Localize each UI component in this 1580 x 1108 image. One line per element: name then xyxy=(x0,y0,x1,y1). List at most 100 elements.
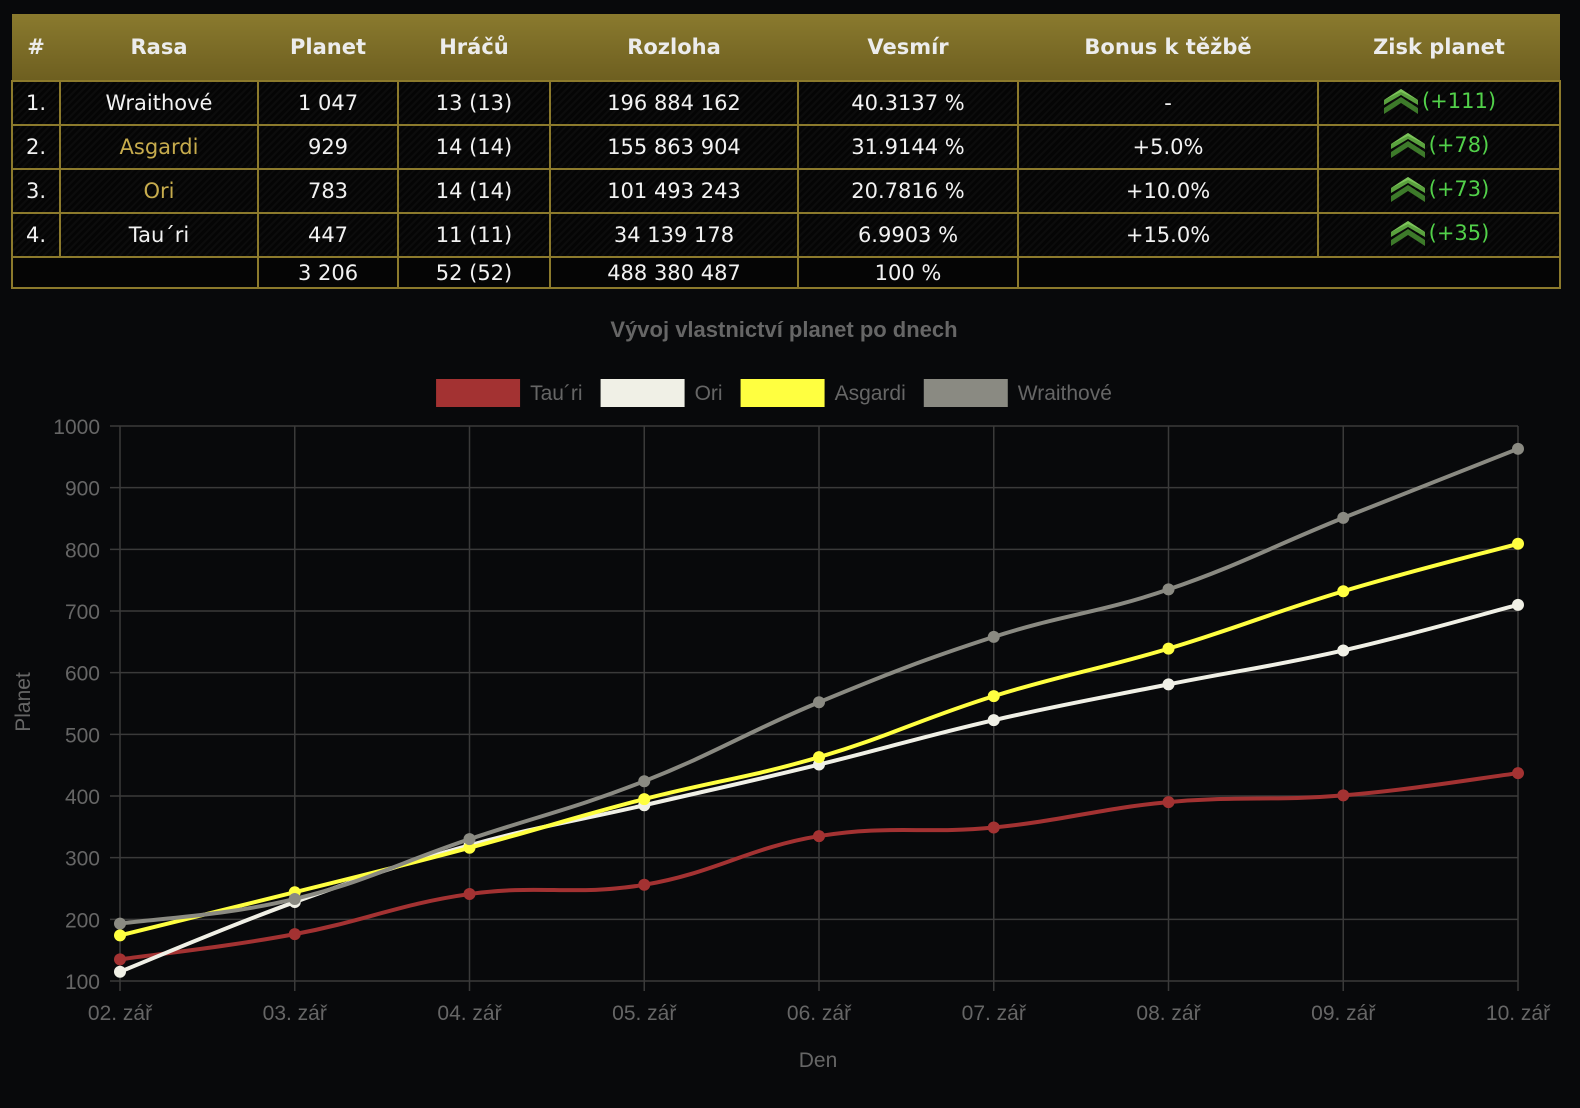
universe-cell: 20.7816 % xyxy=(797,168,1019,214)
x-axis-ticks: 02. zář 03. zář 04. zář 05. zář 06. zář 07. z… xyxy=(88,1002,1551,1025)
header-area[interactable]: Rozloha xyxy=(550,14,798,81)
x-tick-label: 06. zář xyxy=(787,1002,852,1025)
data-point[interactable] xyxy=(1512,537,1524,550)
legend-label: Asgardi xyxy=(835,382,906,405)
legend-item[interactable]: Asgardi xyxy=(740,379,906,407)
data-point[interactable] xyxy=(114,917,126,930)
legend-item[interactable]: Tau´ri xyxy=(436,379,583,407)
data-point[interactable] xyxy=(813,830,825,843)
rank-chevron-icon xyxy=(1382,86,1420,116)
universe-cell: 31.9144 % xyxy=(797,124,1019,170)
legend-swatch xyxy=(923,379,1008,407)
y-tick-label: 400 xyxy=(65,786,100,809)
y-axis-ticks: 100 200 300 400 500 600 700 800 900 1000 xyxy=(53,416,100,994)
legend-item[interactable]: Ori xyxy=(600,379,723,407)
total-row: 3 206 52 (52) 488 380 487 100 % xyxy=(11,256,1561,289)
data-point[interactable] xyxy=(1162,642,1175,655)
data-point[interactable] xyxy=(638,878,651,891)
planets-cell: 783 xyxy=(257,168,399,214)
y-tick-label: 700 xyxy=(65,601,100,624)
players-cell: 14 (14) xyxy=(397,124,551,170)
players-cell: 11 (11) xyxy=(397,212,551,258)
chart-legend: Tau´ri Ori Asgardi Wraithové xyxy=(436,379,1112,407)
data-point[interactable] xyxy=(1512,767,1524,780)
series-Wraithové xyxy=(114,442,1524,930)
header-planet-gain[interactable]: Zisk planet xyxy=(1318,14,1560,81)
legend-swatch xyxy=(436,379,521,407)
data-point[interactable] xyxy=(638,793,651,806)
data-point[interactable] xyxy=(1337,585,1350,598)
x-tick-label: 10. zář xyxy=(1486,1002,1551,1025)
data-point[interactable] xyxy=(463,888,476,901)
gain-value: (+111) xyxy=(1421,88,1497,113)
header-universe[interactable]: Vesmír xyxy=(798,14,1018,81)
data-point[interactable] xyxy=(288,892,301,905)
x-tick-label: 07. zář xyxy=(962,1002,1027,1025)
data-point[interactable] xyxy=(987,630,1000,643)
gain-value: (+78) xyxy=(1428,132,1490,157)
area-cell: 155 863 904 xyxy=(549,124,799,170)
data-point[interactable] xyxy=(1337,644,1350,657)
data-point[interactable] xyxy=(987,821,1000,834)
data-point[interactable] xyxy=(1162,796,1175,809)
data-point[interactable] xyxy=(638,775,651,788)
legend-label: Ori xyxy=(695,382,723,405)
header-mining-bonus[interactable]: Bonus k těžbě xyxy=(1018,14,1318,81)
data-point[interactable] xyxy=(1512,598,1524,611)
x-tick-label: 02. zář xyxy=(88,1002,153,1025)
y-tick-label: 1000 xyxy=(53,416,100,439)
planets-cell: 929 xyxy=(257,124,399,170)
header-players[interactable]: Hráčů xyxy=(398,14,550,81)
chart-series xyxy=(114,442,1524,978)
total-universe: 100 % xyxy=(797,256,1019,289)
header-rank[interactable]: # xyxy=(12,14,60,81)
race-name[interactable]: Tau´ri xyxy=(59,212,259,258)
planets-cell: 447 xyxy=(257,212,399,258)
y-axis-label: Planet xyxy=(12,672,35,732)
rank-chevron-icon xyxy=(1389,218,1427,248)
x-tick-label: 08. zář xyxy=(1136,1002,1201,1025)
y-tick-label: 500 xyxy=(65,724,100,747)
header-planets[interactable]: Planet xyxy=(258,14,398,81)
x-tick-label: 05. zář xyxy=(612,1002,677,1025)
rank-cell: 4. xyxy=(11,212,61,258)
planet-ownership-chart: Vývoj vlastnictví planet po dnech Tau´ri… xyxy=(12,317,1551,1072)
data-point[interactable] xyxy=(1162,583,1175,596)
data-point[interactable] xyxy=(987,690,1000,703)
data-point[interactable] xyxy=(1337,511,1350,524)
header-race[interactable]: Rasa xyxy=(60,14,258,81)
data-point[interactable] xyxy=(114,965,126,978)
data-point[interactable] xyxy=(463,833,476,846)
table-row: 1. Wraithové 1 047 13 (13) 196 884 162 4… xyxy=(11,80,1561,126)
race-name[interactable]: Wraithové xyxy=(59,80,259,126)
gain-cell: (+111) xyxy=(1317,80,1561,126)
series-Tau´ri xyxy=(114,767,1524,966)
y-tick-label: 900 xyxy=(65,478,100,501)
legend-swatch xyxy=(600,379,685,407)
y-tick-label: 600 xyxy=(65,663,100,686)
x-tick-label: 09. zář xyxy=(1311,1002,1376,1025)
rank-cell: 2. xyxy=(11,124,61,170)
rank-cell: 3. xyxy=(11,168,61,214)
legend-label: Tau´ri xyxy=(530,382,583,405)
players-cell: 13 (13) xyxy=(397,80,551,126)
data-point[interactable] xyxy=(813,696,825,709)
data-point[interactable] xyxy=(114,953,126,966)
data-point[interactable] xyxy=(813,751,825,764)
data-point[interactable] xyxy=(1512,442,1524,455)
data-point[interactable] xyxy=(114,929,126,942)
data-point[interactable] xyxy=(1162,678,1175,691)
y-tick-label: 200 xyxy=(65,909,100,932)
area-cell: 101 493 243 xyxy=(549,168,799,214)
legend-item[interactable]: Wraithové xyxy=(923,379,1112,407)
y-tick-label: 300 xyxy=(65,848,100,871)
data-point[interactable] xyxy=(1337,789,1350,802)
data-point[interactable] xyxy=(463,841,476,854)
data-point[interactable] xyxy=(288,928,301,941)
bonus-cell: +5.0% xyxy=(1017,124,1319,170)
legend-label: Wraithové xyxy=(1018,382,1112,405)
data-point[interactable] xyxy=(987,714,1000,727)
race-name[interactable]: Asgardi xyxy=(59,124,259,170)
area-cell: 196 884 162 xyxy=(549,80,799,126)
race-name[interactable]: Ori xyxy=(59,168,259,214)
